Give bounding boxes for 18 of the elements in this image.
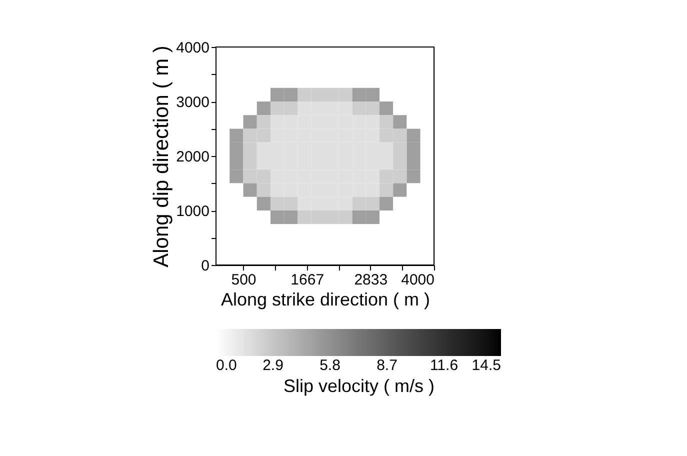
x-axis-title: Along strike direction ( m ) xyxy=(220,290,430,310)
color-bar-label: 11.6 xyxy=(430,357,458,374)
y-tick-label: 2000 xyxy=(176,148,210,166)
color-bar-label: 5.8 xyxy=(320,357,340,374)
color-bar-label: 8.7 xyxy=(376,357,398,374)
x-tick-label: 1667 xyxy=(290,272,324,288)
y-tick-label: 1000 xyxy=(176,203,210,220)
color-bar-label: 2.9 xyxy=(262,357,284,374)
x-tick-label: 2833 xyxy=(354,272,388,288)
x-tick-label: 500 xyxy=(231,272,256,288)
y-tick-label: 4000 xyxy=(176,40,210,56)
y-axis-title: Along dip direction ( m ) xyxy=(150,46,174,268)
color-bar-label: 0.0 xyxy=(216,357,237,374)
color-bar-title: Slip velocity ( m/s ) xyxy=(283,376,435,396)
x-tick-label: 4000 xyxy=(401,272,434,288)
color-bar-label: 14.5 xyxy=(472,357,501,374)
y-tick-label: 3000 xyxy=(176,94,210,111)
y-tick-label: 0 xyxy=(201,258,210,274)
